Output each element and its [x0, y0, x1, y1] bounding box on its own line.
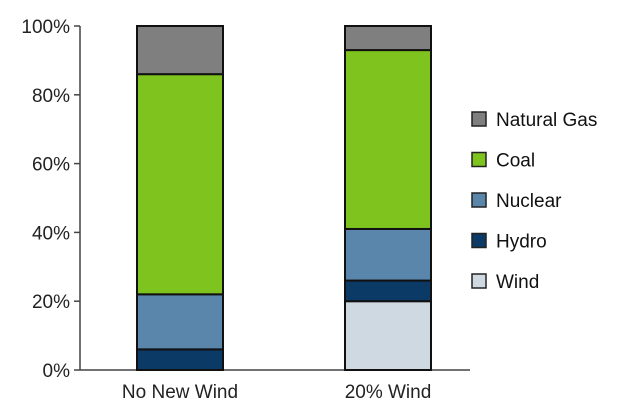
y-tick-label: 20%: [32, 292, 70, 313]
x-tick-label: 20% Wind: [345, 382, 432, 403]
legend: Natural Gas Coal Nuclear Hydro Wind: [471, 110, 597, 293]
legend-label-nuclear: Nuclear: [496, 191, 562, 212]
bar-segment-wind-20-wind: [344, 300, 432, 372]
y-tick-label: 60%: [32, 155, 70, 176]
bar-segment-nuclear-20-wind: [344, 227, 432, 282]
bar-segment-hydro-20-wind: [344, 279, 432, 303]
y-tick-label: 40%: [32, 223, 70, 244]
x-tick-label: No New Wind: [122, 382, 238, 403]
legend-swatch-hydro: [471, 232, 487, 249]
bars: [136, 25, 432, 372]
y-tick-label: 80%: [32, 86, 70, 107]
legend-label-hydro: Hydro: [496, 232, 547, 253]
legend-swatch-wind: [471, 273, 487, 289]
bar-segment-nuclear-no-new-wind: [136, 293, 224, 351]
bar-segment-natural-gas-20-wind: [344, 25, 432, 52]
legend-label-natural-gas: Natural Gas: [496, 110, 597, 131]
legend-swatch-nuclear: [471, 192, 487, 208]
bar-segment-hydro-no-new-wind: [136, 348, 224, 371]
bar-segment-coal-20-wind: [344, 49, 432, 230]
bar-segment-natural-gas-no-new-wind: [136, 25, 224, 76]
y-axis: 0% 20% 40% 60% 80% 100%: [21, 17, 81, 382]
legend-swatch-natural-gas: [471, 111, 487, 127]
y-tick-label: 100%: [21, 17, 70, 38]
legend-label-wind: Wind: [496, 272, 539, 293]
legend-swatch-coal: [471, 151, 487, 168]
bar-segment-coal-no-new-wind: [136, 73, 224, 296]
legend-label-coal: Coal: [496, 151, 535, 172]
x-axis: No New Wind 20% Wind: [80, 369, 470, 403]
y-tick-label: 0%: [43, 361, 71, 382]
